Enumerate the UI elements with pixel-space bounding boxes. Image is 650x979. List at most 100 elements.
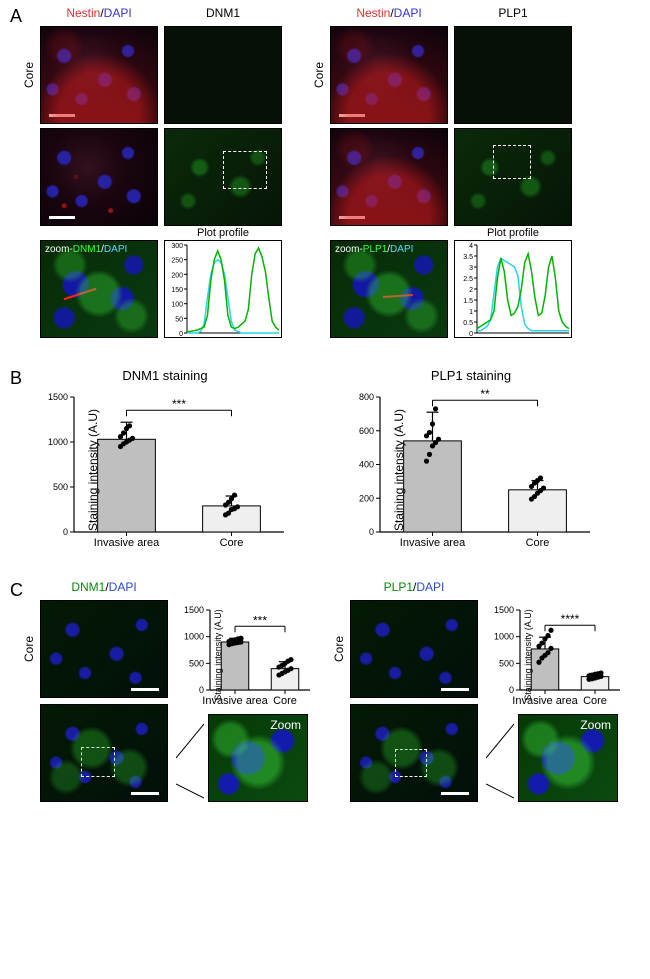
svg-text:Invasive area: Invasive area — [400, 537, 466, 549]
svg-text:1500: 1500 — [184, 605, 204, 615]
svg-text:800: 800 — [359, 392, 374, 402]
bar-chart: 050010001500Invasive areaCore**** — [486, 600, 626, 710]
bar-chart: 050010001500Invasive areaCore*** — [176, 600, 316, 710]
roi-box-icon — [81, 747, 115, 777]
svg-text:500: 500 — [499, 658, 514, 668]
scalebar-icon — [441, 792, 469, 795]
micrograph-inv-nestin — [330, 128, 448, 226]
marker-label: DNM1 — [164, 6, 282, 20]
svg-text:1000: 1000 — [494, 632, 514, 642]
micrograph-inv-plp1 — [454, 128, 572, 226]
svg-text:0: 0 — [199, 685, 204, 695]
svg-text:0: 0 — [509, 685, 514, 695]
scalebar-icon — [339, 216, 365, 219]
panel-a-right: Nestin/DAPI PLP1 Core Invasive area zoom… — [330, 6, 572, 338]
svg-text:200: 200 — [171, 272, 183, 279]
svg-text:150: 150 — [171, 287, 183, 294]
micrograph-inv-nestin — [40, 128, 158, 226]
micrograph-zoom-dnm1: zoom-DNM1/DAPI — [40, 240, 158, 338]
svg-text:Core: Core — [220, 537, 244, 549]
profile-line-icon — [64, 288, 97, 300]
micrograph-zoom-plp1: zoom-PLP1/DAPI — [330, 240, 448, 338]
scalebar-icon — [49, 114, 75, 117]
svg-text:300: 300 — [171, 243, 183, 250]
svg-text:Invasive area: Invasive area — [94, 537, 160, 549]
svg-text:0.5: 0.5 — [463, 320, 473, 327]
profile-line-icon — [383, 294, 413, 298]
panel-a-left: Nestin/DAPI DNM1 Core Invasive area zo — [40, 6, 282, 338]
panel-c-left-chart: Staining intensity (A.U) 050010001500Inv… — [176, 600, 316, 710]
panel-c: C DNM1/DAPI Core Invasive area — [10, 580, 640, 802]
dapi-label-blue: DAPI — [104, 6, 132, 20]
svg-text:***: *** — [253, 613, 267, 627]
panel-c-left: DNM1/DAPI Core Invasive area — [40, 580, 316, 802]
zoom-connector-icon — [176, 714, 204, 802]
svg-text:1500: 1500 — [48, 392, 68, 402]
svg-text:50: 50 — [175, 316, 183, 323]
panel-b-left: DNM1 staining Staining intensity (A.U) 0… — [40, 368, 290, 552]
svg-text:4: 4 — [469, 243, 473, 250]
chart-title: DNM1 staining — [40, 368, 290, 383]
svg-text:0: 0 — [469, 331, 473, 337]
panel-b-letter: B — [10, 368, 22, 389]
plot-profile-svg: 0 0.5 1 1.5 2 2.5 3 3.5 4 — [455, 241, 571, 337]
svg-text:1000: 1000 — [48, 437, 68, 447]
svg-text:100: 100 — [171, 302, 183, 309]
svg-text:0: 0 — [63, 527, 68, 537]
micrograph-zoom: Zoom — [208, 714, 308, 802]
svg-text:Core: Core — [583, 695, 607, 707]
marker-label: PLP1 — [454, 6, 572, 20]
micrograph-core — [350, 600, 478, 698]
panel-a-left-headers: Nestin/DAPI DNM1 — [40, 6, 282, 20]
svg-text:400: 400 — [359, 460, 374, 470]
roi-box-icon — [395, 749, 427, 777]
panel-a-right-headers: Nestin/DAPI PLP1 — [330, 6, 572, 20]
plot-profile-svg: 0 50 100 150 200 250 300 — [165, 241, 281, 337]
svg-text:500: 500 — [189, 658, 204, 668]
panel-c-right-chart: Staining intensity (A.U) 050010001500Inv… — [486, 600, 626, 710]
chart-title: PLP1 staining — [346, 368, 596, 383]
svg-text:Core: Core — [526, 537, 550, 549]
y-axis-label: Staining intensity (A.U) — [86, 408, 100, 530]
roi-box-icon — [223, 151, 267, 189]
svg-text:2.5: 2.5 — [463, 276, 473, 283]
panel-a-letter: A — [10, 6, 22, 27]
svg-text:1000: 1000 — [184, 632, 204, 642]
panel-c-right: PLP1/DAPI Core Invasive area — [350, 580, 626, 802]
panel-b: B DNM1 staining Staining intensity (A.U)… — [10, 368, 640, 552]
svg-text:3.5: 3.5 — [463, 254, 473, 261]
svg-text:500: 500 — [53, 482, 68, 492]
micrograph-core-dnm1 — [164, 26, 282, 124]
scalebar-icon — [339, 114, 365, 117]
svg-text:200: 200 — [359, 493, 374, 503]
plot-profile-dnm1: Plot profile 050100150200250300 — [164, 240, 282, 338]
micrograph-invasive — [40, 704, 168, 802]
svg-text:600: 600 — [359, 426, 374, 436]
panel-c-letter: C — [10, 580, 23, 601]
figure-root: A Nestin/DAPI DNM1 Core Invasive area — [0, 0, 650, 812]
micrograph-inv-dnm1 — [164, 128, 282, 226]
scalebar-icon — [49, 216, 75, 219]
scalebar-icon — [441, 688, 469, 691]
plot-profile-plp1: Plot profile 00.511.522.533.54 — [454, 240, 572, 338]
svg-text:0: 0 — [179, 331, 183, 337]
svg-text:**: ** — [480, 387, 490, 401]
row-label-core: Core — [22, 62, 36, 88]
svg-text:1.5: 1.5 — [463, 298, 473, 305]
svg-text:****: **** — [561, 612, 580, 626]
svg-text:Core: Core — [273, 695, 297, 707]
micrograph-core-nestin — [40, 26, 158, 124]
bar-chart: 0 200 400 600 800 Invasive area Core ** — [346, 387, 596, 552]
micrograph-core-nestin — [330, 26, 448, 124]
svg-text:1: 1 — [469, 309, 473, 316]
scalebar-icon — [131, 792, 159, 795]
svg-text:3: 3 — [469, 265, 473, 272]
svg-text:250: 250 — [171, 258, 183, 265]
svg-text:0: 0 — [369, 527, 374, 537]
zoom-overlay-label: zoom-DNM1/DAPI — [45, 244, 127, 255]
micrograph-core — [40, 600, 168, 698]
svg-text:2: 2 — [469, 287, 473, 294]
svg-text:***: *** — [172, 397, 186, 411]
nestin-label-red: Nestin — [66, 6, 100, 20]
scalebar-icon — [131, 688, 159, 691]
